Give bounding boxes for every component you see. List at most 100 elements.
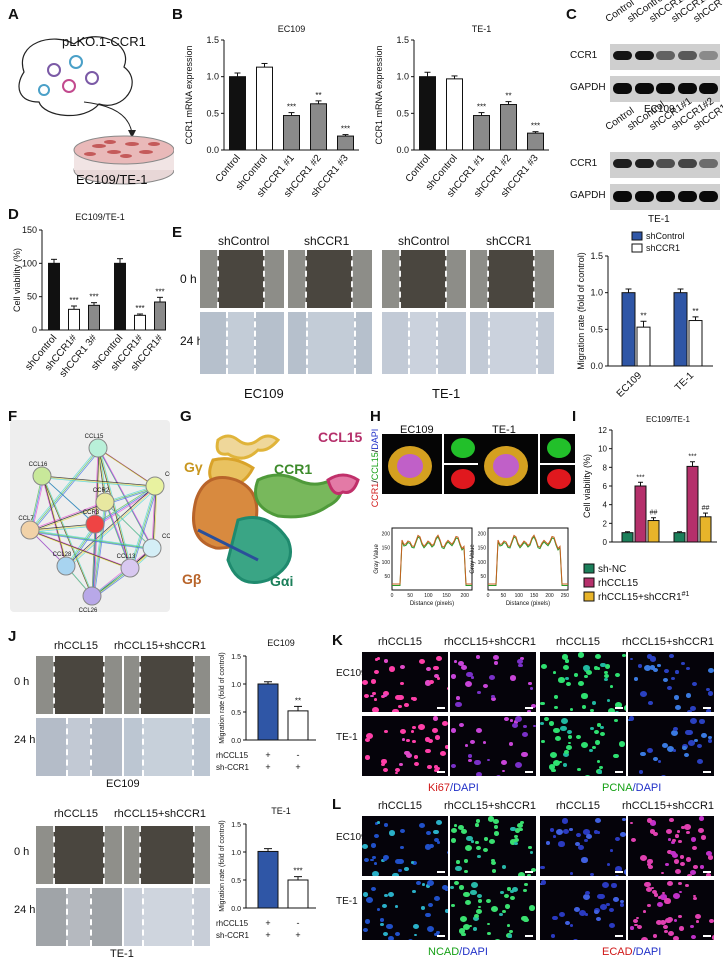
e-col-1: shControl	[218, 234, 269, 248]
y-axis-label: Migration rate (fold of control)	[576, 252, 586, 370]
cell-spot	[684, 753, 689, 757]
network-edge	[32, 532, 154, 550]
cell-spot	[701, 835, 706, 840]
cell-spot	[419, 823, 425, 828]
y-tick-label: 1.0	[590, 288, 603, 298]
cell-spot	[476, 846, 481, 850]
cell-spot	[675, 834, 679, 838]
cell-spot	[499, 913, 503, 917]
cell-spot	[708, 855, 713, 860]
wound-edge	[192, 888, 194, 946]
network-edge	[30, 530, 130, 568]
band	[613, 51, 632, 60]
cell-spot	[451, 838, 457, 843]
network-node-label: CCL7	[18, 516, 34, 522]
legend-label: rhCCL15	[598, 578, 638, 589]
network-node	[89, 439, 107, 457]
gray-x-label: Distance (pixels)	[506, 601, 550, 607]
marker-2-name: ECAD	[602, 946, 633, 958]
cell-spot	[600, 904, 607, 910]
cell-spot	[522, 732, 528, 737]
cell-spot	[693, 865, 698, 869]
cell-spot	[507, 924, 510, 927]
cell-spot	[406, 739, 409, 742]
micrograph	[540, 880, 626, 940]
wound-edge	[254, 312, 256, 374]
band	[699, 159, 718, 168]
network-node-label: CCL16	[29, 462, 48, 468]
band	[656, 51, 675, 60]
cell-spot	[381, 763, 385, 766]
wound-edge	[354, 312, 356, 374]
grid-col-label: rhCCL15+shCCR1	[444, 636, 536, 648]
cell-spot	[541, 880, 546, 884]
gray-x-tick: 100	[515, 593, 524, 599]
cell-spot	[611, 883, 617, 888]
micrograph	[450, 880, 536, 940]
category-label: TE-1	[673, 370, 696, 393]
cell-spot	[701, 733, 708, 739]
cell-spot	[680, 855, 684, 859]
scale-bar	[437, 871, 445, 873]
bar	[288, 711, 308, 740]
cell-spot	[399, 763, 403, 767]
wound-gap	[142, 718, 192, 776]
cell-spot	[574, 907, 580, 912]
gray-y-tick: 200	[478, 532, 487, 538]
cell-spot	[402, 738, 406, 741]
cell-spot	[502, 910, 506, 913]
cell-spot	[389, 666, 395, 671]
label-g-ccr1: CCR1	[274, 461, 312, 477]
wound-24h	[200, 312, 284, 374]
cell-spot	[477, 894, 482, 898]
y-tick-label: 1.5	[231, 654, 241, 661]
chart-title: EC109	[278, 24, 306, 34]
dapi-label: /DAPI	[459, 946, 488, 958]
bar	[674, 293, 687, 366]
cell-spot	[465, 744, 468, 747]
y-tick-label: 0.0	[396, 145, 409, 155]
cell-spot	[365, 919, 371, 924]
cell-spot	[386, 924, 393, 930]
cell-spot	[370, 695, 373, 698]
y-tick-label: 1.5	[231, 822, 241, 829]
cell-spot	[468, 759, 472, 763]
bar	[89, 305, 100, 330]
cell-spot	[487, 923, 490, 926]
cell-spot	[650, 829, 655, 834]
bar	[288, 880, 308, 908]
cell-spot	[604, 674, 609, 678]
i-title: EC109/TE-1	[646, 415, 691, 424]
cell-spot	[455, 866, 462, 872]
wound-gap	[306, 312, 354, 374]
cell-spot	[460, 916, 467, 922]
network-node	[57, 557, 75, 575]
cell-spot	[398, 869, 402, 872]
cell-spot	[581, 742, 588, 748]
cell-spot	[600, 732, 605, 736]
bar	[230, 77, 246, 150]
cell-spot	[475, 823, 480, 827]
bar	[155, 302, 166, 330]
cell-spot	[395, 905, 398, 908]
significance-mark: ***	[135, 304, 144, 313]
significance-mark: ***	[155, 287, 164, 296]
network-node	[86, 515, 104, 533]
cell-spot	[515, 762, 522, 768]
cell-spot	[698, 828, 704, 833]
cell-spot	[501, 760, 507, 765]
cell-spot	[686, 831, 690, 834]
micrograph	[362, 816, 448, 876]
cell-spot	[384, 730, 388, 733]
y-tick-label: 0	[32, 325, 37, 335]
cell-spot	[436, 820, 442, 825]
cell-spot	[491, 859, 495, 862]
j-wound-0h	[36, 656, 122, 714]
gray-y-tick: 100	[382, 560, 391, 566]
grid-col-label: rhCCL15+shCCR1	[444, 800, 536, 812]
cell-spot	[584, 775, 591, 776]
ccr1-label: CCR1	[570, 50, 597, 61]
wound-edge	[536, 312, 538, 374]
